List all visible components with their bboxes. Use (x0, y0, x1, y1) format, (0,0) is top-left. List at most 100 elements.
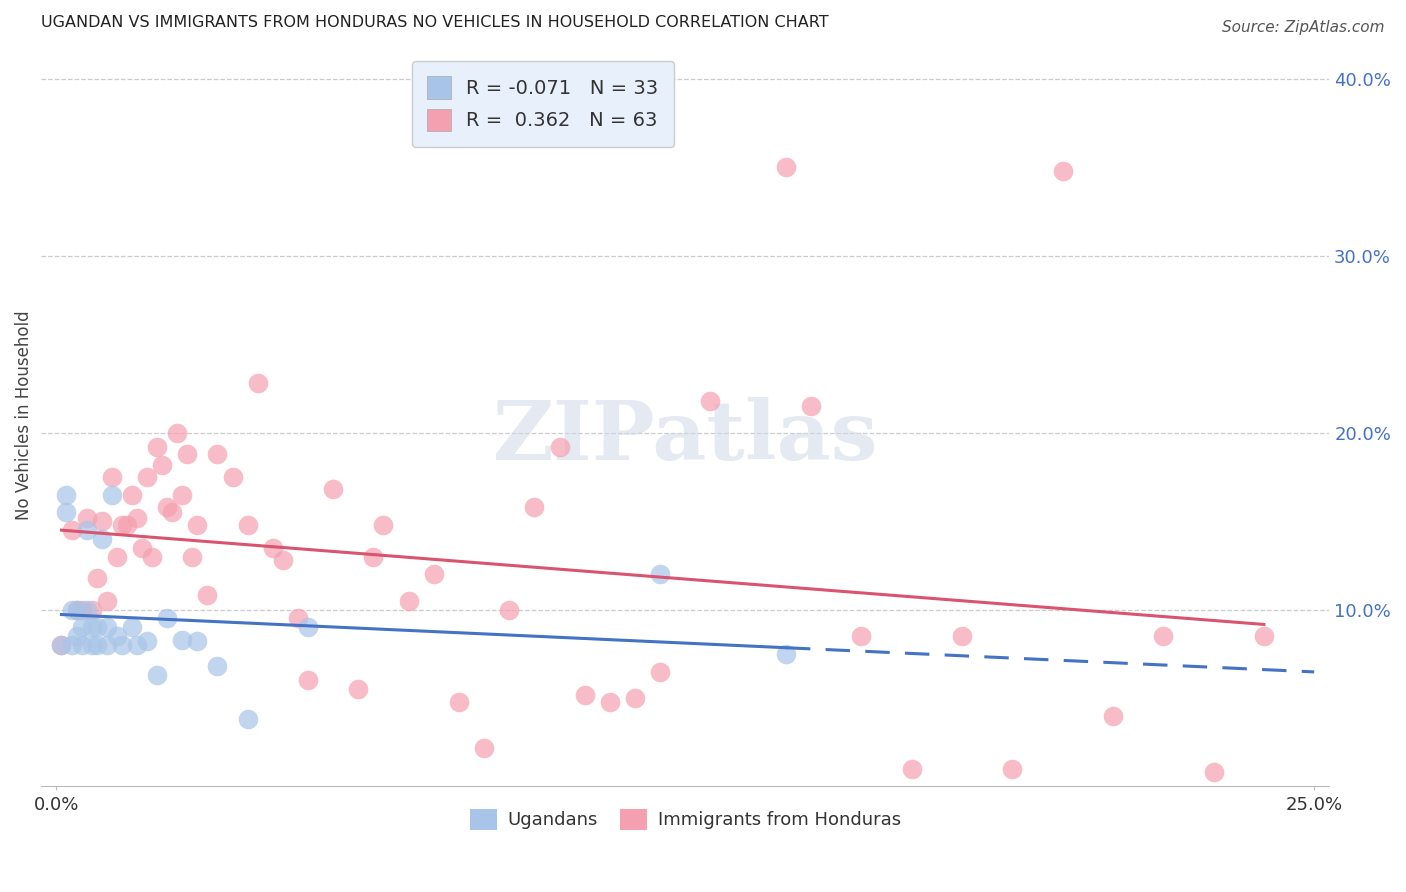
Point (1052, 164, 1074, 178)
Point (125, 510, 148, 524)
Point (70, 602, 93, 616)
Point (156, 611, 179, 625)
Point (363, 549, 385, 564)
Point (271, 553, 294, 567)
Point (195, 589, 218, 603)
Text: UGANDAN VS IMMIGRANTS FROM HONDURAS NO VEHICLES IN HOUSEHOLD CORRELATION CHART: UGANDAN VS IMMIGRANTS FROM HONDURAS NO V… (41, 15, 830, 30)
Point (1202, 765, 1225, 780)
Point (181, 549, 204, 564)
Point (166, 425, 188, 440)
Point (121, 488, 143, 502)
Point (851, 629, 873, 643)
Point (146, 440, 169, 454)
Point (105, 629, 128, 643)
Point (136, 634, 159, 648)
Point (775, 161, 797, 175)
Point (574, 688, 596, 702)
Point (422, 567, 444, 582)
Point (398, 594, 420, 608)
Point (599, 695, 621, 709)
Point (172, 632, 194, 647)
Point (221, 470, 243, 484)
Point (100, 470, 122, 484)
Point (373, 517, 395, 532)
Point (96, 594, 118, 608)
Point (472, 740, 495, 755)
Point (76, 602, 98, 616)
Point (246, 376, 269, 391)
Point (297, 673, 319, 688)
Point (65, 629, 87, 643)
Point (1001, 762, 1024, 776)
Point (236, 517, 259, 532)
Point (96, 638, 118, 652)
Point (105, 549, 128, 564)
Point (55, 488, 77, 502)
Text: Source: ZipAtlas.com: Source: ZipAtlas.com (1222, 20, 1385, 35)
Point (498, 602, 520, 616)
Point (90, 532, 112, 546)
Point (136, 470, 159, 484)
Point (950, 629, 973, 643)
Point (650, 567, 672, 582)
Y-axis label: No Vehicles in Household: No Vehicles in Household (15, 310, 32, 520)
Point (624, 691, 647, 706)
Point (100, 488, 122, 502)
Point (111, 638, 134, 652)
Point (447, 695, 470, 709)
Point (186, 634, 208, 648)
Point (65, 602, 87, 616)
Point (150, 458, 173, 472)
Point (60, 638, 83, 652)
Point (70, 638, 93, 652)
Point (96, 620, 118, 634)
Point (176, 447, 198, 461)
Point (322, 483, 344, 497)
Point (186, 517, 208, 532)
Point (86, 620, 108, 634)
Point (160, 505, 183, 519)
Point (90, 514, 112, 528)
Point (86, 571, 108, 585)
Point (156, 500, 179, 514)
Point (76, 510, 98, 524)
Point (1152, 629, 1174, 643)
Point (121, 620, 143, 634)
Point (146, 668, 169, 682)
Legend: Ugandans, Immigrants from Honduras: Ugandans, Immigrants from Honduras (463, 802, 908, 837)
Point (80, 602, 103, 616)
Point (900, 762, 922, 776)
Point (65, 602, 87, 616)
Point (347, 682, 370, 697)
Point (51, 638, 73, 652)
Point (141, 549, 163, 564)
Point (699, 393, 721, 408)
Point (523, 500, 546, 514)
Point (131, 541, 153, 555)
Point (1253, 629, 1275, 643)
Point (548, 440, 571, 454)
Point (115, 517, 138, 532)
Point (51, 638, 73, 652)
Point (236, 712, 259, 726)
Point (70, 620, 93, 634)
Point (207, 447, 229, 461)
Point (55, 505, 77, 519)
Point (207, 659, 229, 673)
Point (86, 638, 108, 652)
Point (650, 665, 672, 679)
Point (80, 620, 103, 634)
Point (262, 541, 284, 555)
Point (60, 602, 83, 616)
Point (60, 523, 83, 537)
Point (1102, 708, 1125, 723)
Point (76, 523, 98, 537)
Point (800, 399, 823, 413)
Point (297, 620, 319, 634)
Point (125, 638, 148, 652)
Point (172, 488, 194, 502)
Text: ZIPatlas: ZIPatlas (492, 397, 879, 477)
Point (111, 517, 134, 532)
Point (80, 638, 103, 652)
Point (287, 611, 309, 625)
